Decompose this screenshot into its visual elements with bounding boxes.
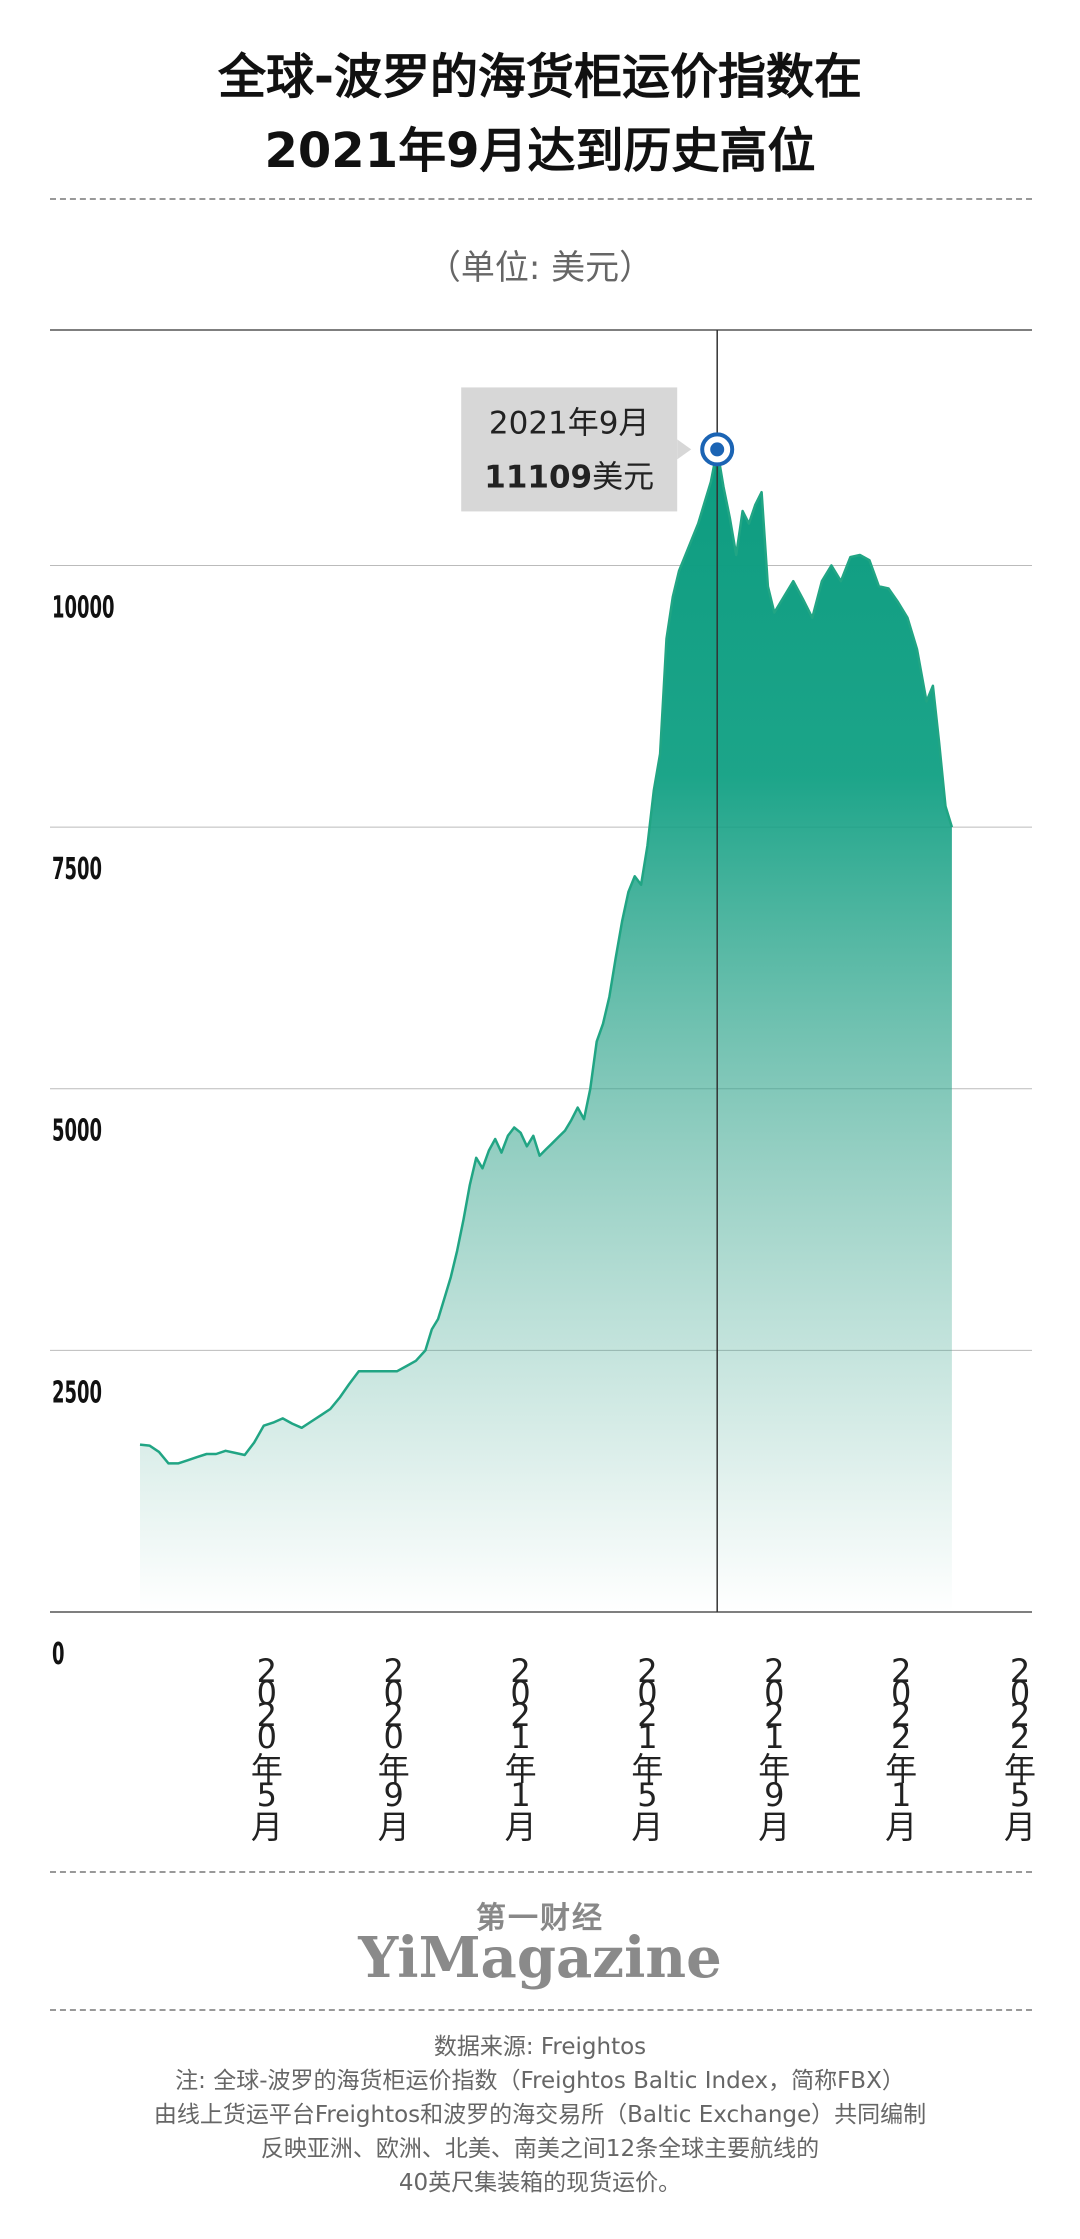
y-tick-label: 5000 (52, 1114, 102, 1149)
series-area (140, 449, 952, 1612)
divider-bottom (50, 2009, 1032, 2011)
divider-middle (50, 1871, 1032, 1873)
y-tick-label: 10000 (52, 590, 115, 625)
unit-label: （单位: 美元） (426, 248, 654, 288)
chart-title-line-1: 全球-波罗的海货柜运价指数在 (218, 49, 862, 105)
y-tick-label: 0 (52, 1637, 65, 1672)
chart-title-line-2: 2021年9月达到历史高位 (264, 123, 816, 179)
divider-top (50, 198, 1032, 200)
callout-date: 2021年9月 (489, 405, 650, 441)
callout-value: 11109美元 (484, 459, 654, 495)
note-line-4: 40英尺集装箱的现货运价。 (398, 2170, 682, 2196)
series-line (139, 448, 954, 1465)
y-tick-label: 7500 (52, 852, 102, 887)
note-source: 数据来源: Freightos (433, 2034, 647, 2060)
fbx-chart: 0 2500 5000 7500 10000 2 0 2 0 年 5 月 2 0 2 0 年 9 月 2 0 2 1 年 1 月… (50, 329, 1036, 1846)
peak-marker (700, 432, 735, 467)
logo-chinese: 第一财经 (476, 1901, 604, 1936)
note-line-3: 反映亚洲、欧洲、北美、南美之间12条全球主要航线的 (260, 2136, 820, 2162)
callout-box (461, 387, 678, 512)
logo-yimagazine: YiMagazine (358, 1925, 722, 1991)
callout-arrow (677, 439, 692, 460)
note-line-2: 由线上货运平台Freightos和波罗的海交易所（Baltic Exchange… (153, 2102, 927, 2128)
peak-callout: 2021年9月 11109美元 (461, 387, 692, 512)
x-axis-ticks: 2 0 2 0 年 5 月 2 0 2 0 年 9 月 2 0 2 1 年 1 月 2 0 2 1 年 5 月 2 0 2 1 年 9 月 2 0 2 2 年… (251, 1652, 1036, 1846)
source-notes: 数据来源: Freightos 注: 全球-波罗的海货柜运价指数（Freight… (0, 2030, 1080, 2200)
y-axis-ticks: 0 2500 5000 7500 10000 (52, 590, 115, 1672)
y-tick-label: 2500 (52, 1375, 102, 1410)
peak-marker-dot (710, 442, 725, 457)
chart-title: 全球-波罗的海货柜运价指数在 2021年9月达到历史高位 (0, 40, 1080, 188)
note-line-1: 注: 全球-波罗的海货柜运价指数（Freightos Baltic Index，… (175, 2068, 905, 2094)
